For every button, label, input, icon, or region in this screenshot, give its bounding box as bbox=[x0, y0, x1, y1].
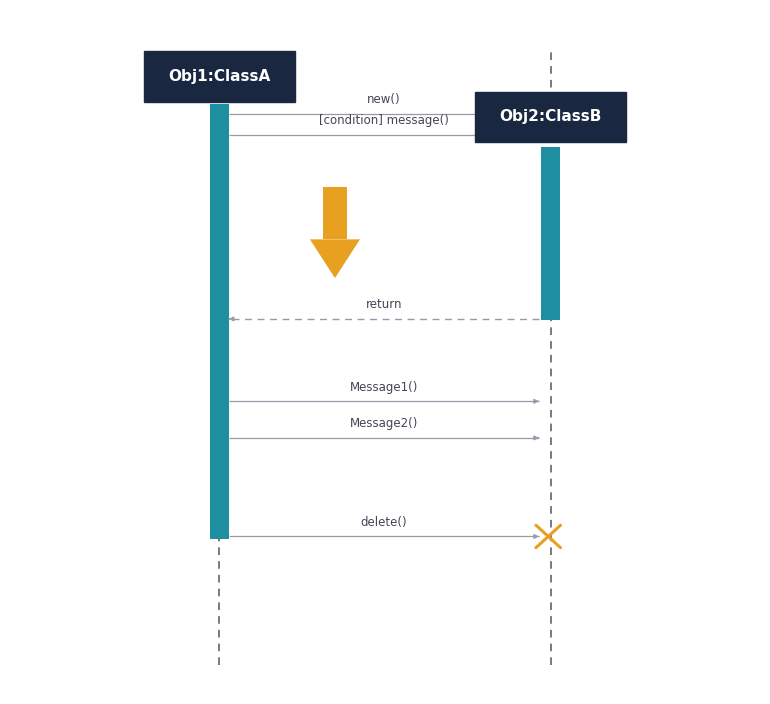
FancyBboxPatch shape bbox=[475, 92, 625, 142]
Bar bbox=[541, 147, 560, 320]
Bar bbox=[323, 187, 347, 239]
Text: new(): new() bbox=[367, 94, 400, 106]
Text: return: return bbox=[366, 298, 402, 311]
Text: [condition] message(): [condition] message() bbox=[319, 115, 449, 127]
Polygon shape bbox=[310, 239, 360, 278]
Text: Message1(): Message1() bbox=[350, 381, 418, 394]
Text: Message2(): Message2() bbox=[350, 417, 418, 430]
Text: Obj1:ClassA: Obj1:ClassA bbox=[169, 69, 270, 84]
Text: delete(): delete() bbox=[360, 516, 407, 529]
Text: Obj2:ClassB: Obj2:ClassB bbox=[500, 109, 601, 125]
Bar bbox=[210, 104, 229, 539]
FancyBboxPatch shape bbox=[144, 51, 294, 102]
